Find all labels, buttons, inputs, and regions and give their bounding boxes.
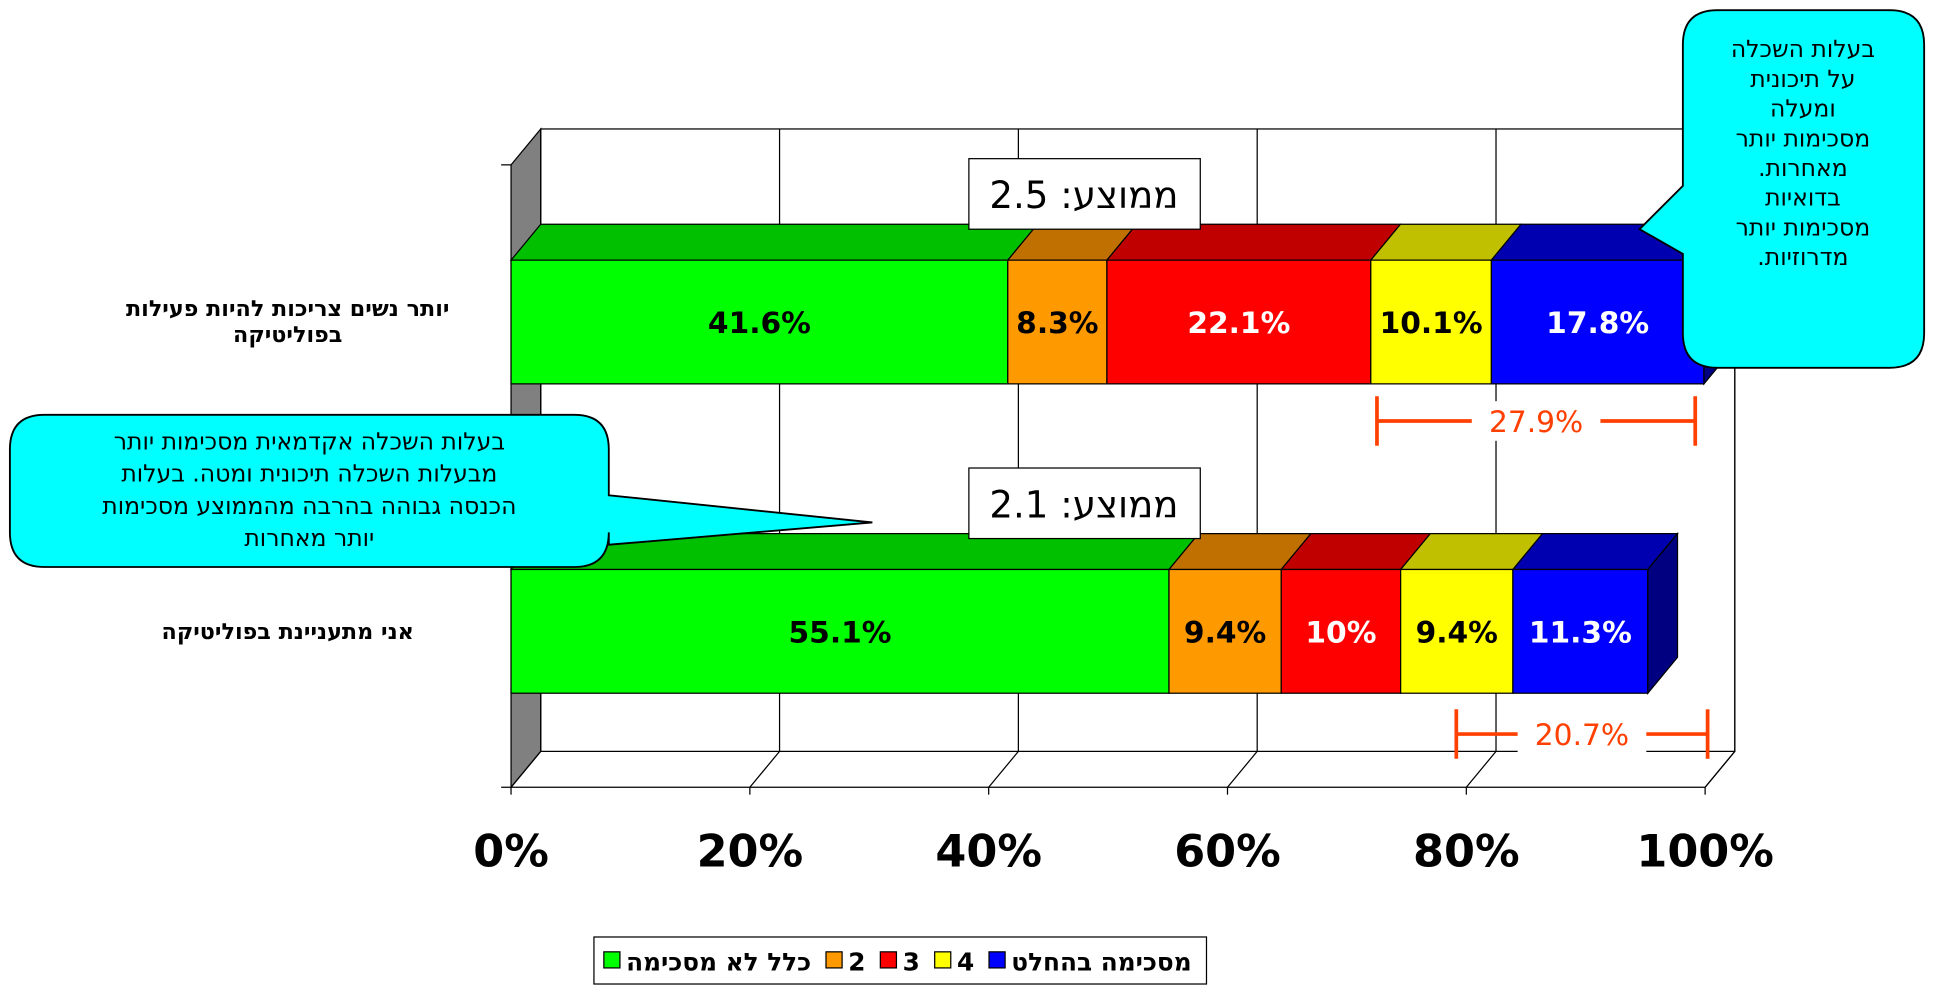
callout-text: בעלות השכלה אקדמאית מסכימות יותר (114, 427, 505, 455)
bar (1280, 568, 1402, 694)
callout-text: יותר מאחרות (244, 524, 374, 552)
legend-swatch (825, 951, 843, 969)
x-tick-label: 0% (473, 825, 549, 877)
callout-text: בדואיות (1765, 184, 1841, 212)
callout-text: מבעלות השכלה תיכונית ומטה. בעלות (121, 460, 497, 488)
bar (1007, 259, 1108, 385)
floor-grid-line (988, 750, 1019, 788)
bar (1512, 568, 1649, 694)
bar (1370, 259, 1493, 385)
legend-swatch (988, 951, 1006, 969)
callout-text: מדרוזיות. (1757, 243, 1848, 271)
bar (1490, 259, 1705, 385)
category-label: יותר נשים צריכות להיות פעילות בפוליטיקה (125, 296, 450, 348)
difference-label: 20.7% (1535, 718, 1629, 753)
category-label-box: אני מתעניינת בפוליטיקה (161, 618, 414, 645)
x-tick-label: 80% (1413, 825, 1520, 877)
callout-text: על תיכונית (1750, 65, 1855, 93)
x-tick-label: 60% (1174, 825, 1281, 877)
value-label: 11.3% (1529, 615, 1632, 650)
floor-grid-line (510, 750, 542, 788)
average-label: ממוצע: 2.5 (989, 174, 1178, 217)
legend (593, 936, 1208, 985)
value-label: 17.8% (1546, 306, 1649, 341)
callout-text: ומעלה (1770, 95, 1836, 123)
floor-grid-line (1227, 750, 1258, 788)
legend-swatch (934, 951, 952, 969)
callout-text: מסכימות יותר (1736, 124, 1871, 152)
callout-text: בעלות השכלה (1731, 35, 1875, 63)
legend-label: 4 (957, 947, 974, 976)
x-tick-label: 40% (935, 825, 1042, 877)
value-label: 22.1% (1187, 306, 1290, 341)
average-box (968, 158, 1201, 230)
callout-text: מסכימות יותר (1736, 213, 1871, 241)
legend-swatch (603, 951, 621, 969)
average-label: ממוצע: 2.1 (989, 484, 1178, 527)
floor-grid-line (749, 750, 781, 788)
category-label: אני מתעניינת בפוליטיקה (161, 618, 414, 645)
floor-grid-line (1704, 750, 1736, 788)
legend-label: 2 (848, 947, 865, 976)
category-label-box: יותר נשים צריכות להיות פעילות בפוליטיקה (125, 296, 450, 348)
value-label: 10% (1305, 615, 1376, 650)
bar (510, 568, 1170, 694)
legend-label: כלל לא מסכימה (626, 947, 811, 976)
callout (1638, 9, 1926, 369)
legend-swatch (879, 951, 898, 969)
value-label: 9.4% (1184, 615, 1266, 650)
x-tick-label: 20% (697, 825, 804, 877)
value-label: 10.1% (1380, 306, 1483, 341)
value-label: 9.4% (1416, 615, 1498, 650)
callout (8, 413, 873, 568)
legend-label: 3 (903, 947, 920, 976)
value-label: 55.1% (789, 615, 892, 650)
value-label: 41.6% (708, 306, 811, 341)
bracket-label-bg (1517, 714, 1647, 754)
callout-text: הכנסה גבוהה בהרבה מהממוצע מסכימות (102, 492, 516, 520)
bar (1106, 259, 1372, 385)
bracket-label-bg (1471, 401, 1601, 441)
value-label: 8.3% (1016, 306, 1098, 341)
bar (1168, 568, 1282, 694)
floor-grid-line (1465, 750, 1497, 788)
difference-label: 27.9% (1489, 405, 1583, 440)
x-tick-label: 100% (1636, 825, 1774, 877)
legend-label: מסכימה בהחלט (1011, 947, 1191, 976)
bar-side (1647, 531, 1679, 695)
bar-top (509, 223, 1039, 261)
bar (1400, 568, 1514, 694)
bar (510, 259, 1009, 385)
callout-text: מאחרות. (1758, 154, 1848, 182)
average-box (968, 467, 1201, 540)
